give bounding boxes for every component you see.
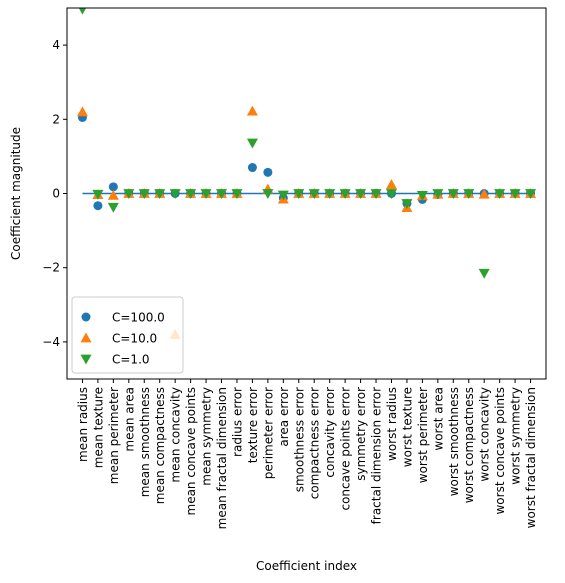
plot-frame	[66, 7, 547, 380]
data-point	[370, 189, 382, 199]
data-point	[185, 189, 197, 199]
legend-item: C=1.0	[80, 353, 150, 367]
x-tick-label: compactness error	[308, 387, 322, 499]
y-tick-label: 0	[52, 187, 60, 201]
x-tick-label: worst concave points	[493, 387, 507, 515]
x-tick-label: smoothness error	[292, 387, 306, 492]
x-axis: mean radius mean texture mean perimeter mea…	[76, 379, 538, 529]
legend-marker	[81, 312, 91, 322]
x-tick-label: concave points error	[339, 387, 353, 511]
data-point	[324, 189, 336, 199]
x-tick-label: mean compactness	[153, 387, 167, 504]
x-tick-label: mean concavity	[169, 387, 183, 483]
x-tick-label: mean concave points	[184, 387, 198, 516]
data-point	[416, 190, 428, 201]
series-c-1-0	[78, 8, 537, 279]
legend-marker	[80, 354, 92, 365]
data-point	[78, 8, 87, 15]
legend-label: C=1.0	[112, 353, 150, 367]
x-tick-label: worst radius	[385, 387, 399, 461]
data-point	[432, 189, 444, 199]
legend: C=100.0 C=10.0 C=1.0	[71, 296, 184, 374]
plot-area	[76, 8, 537, 339]
data-point	[93, 201, 103, 211]
data-point	[263, 167, 273, 177]
data-point	[154, 189, 166, 199]
x-tick-label: worst area	[431, 387, 445, 451]
data-point	[509, 189, 521, 199]
data-point	[247, 163, 257, 173]
data-point	[277, 190, 289, 201]
x-tick-label: mean fractal dimension	[215, 387, 229, 529]
x-tick-label: worst fractal dimension	[524, 387, 538, 528]
x-tick-label: texture error	[246, 387, 260, 463]
y-axis-title: Coefficient magnitude	[9, 127, 23, 260]
legend-box	[71, 296, 184, 374]
x-tick-label: mean perimeter	[107, 387, 121, 484]
x-tick-label: mean radius	[76, 387, 90, 462]
x-tick-label: mean symmetry	[200, 387, 214, 486]
data-point	[401, 199, 413, 210]
x-tick-label: mean smoothness	[138, 387, 152, 497]
data-point	[200, 189, 212, 199]
data-point	[355, 189, 367, 199]
x-tick-label: worst compactness	[462, 387, 476, 503]
data-point	[107, 202, 119, 213]
data-point	[447, 189, 459, 199]
y-tick-label: 4	[52, 38, 60, 52]
data-point	[246, 138, 258, 149]
data-point	[494, 189, 506, 199]
data-point	[107, 189, 119, 200]
legend-item: C=100.0	[81, 311, 165, 325]
data-point	[385, 189, 397, 199]
data-point	[525, 189, 537, 199]
x-tick-label: perimeter error	[261, 387, 275, 479]
data-point	[385, 179, 397, 189]
data-point	[339, 189, 351, 199]
data-point	[262, 189, 274, 199]
x-tick-label: worst perimeter	[416, 387, 430, 483]
data-point	[246, 105, 258, 116]
y-tick-label: 2	[52, 112, 60, 126]
data-point	[216, 189, 228, 199]
x-axis-title: Coefficient index	[256, 559, 357, 573]
x-tick-label: worst concavity	[478, 387, 492, 482]
x-tick-label: area error	[277, 387, 291, 447]
x-tick-label: radius error	[230, 387, 244, 457]
x-tick-label: worst texture	[400, 387, 414, 467]
x-tick-label: fractal dimension error	[370, 387, 384, 524]
x-tick-label: symmetry error	[354, 387, 368, 481]
legend-label: C=10.0	[112, 332, 157, 346]
data-point	[231, 189, 243, 199]
legend-marker	[80, 332, 92, 343]
x-tick-label: worst symmetry	[509, 387, 523, 485]
data-point	[76, 106, 88, 117]
data-point	[478, 188, 490, 199]
legend-item: C=10.0	[80, 332, 157, 346]
legend-label: C=100.0	[112, 311, 165, 325]
y-axis: −4 −2 0 2 4	[42, 38, 67, 349]
x-tick-label: mean area	[122, 387, 136, 452]
data-point	[308, 189, 320, 199]
x-tick-label: concavity error	[323, 387, 337, 478]
data-point	[478, 268, 490, 279]
y-tick-label: −2	[42, 261, 60, 275]
data-point	[138, 189, 150, 199]
data-point	[92, 189, 104, 200]
data-point	[463, 189, 475, 199]
data-point	[293, 189, 305, 199]
data-point	[108, 182, 118, 192]
data-point	[123, 189, 135, 199]
x-tick-label: mean texture	[91, 387, 105, 468]
data-point	[169, 189, 181, 199]
y-tick-label: −4	[42, 335, 60, 349]
plot-marks	[76, 8, 537, 339]
x-tick-label: worst smoothness	[447, 387, 461, 496]
